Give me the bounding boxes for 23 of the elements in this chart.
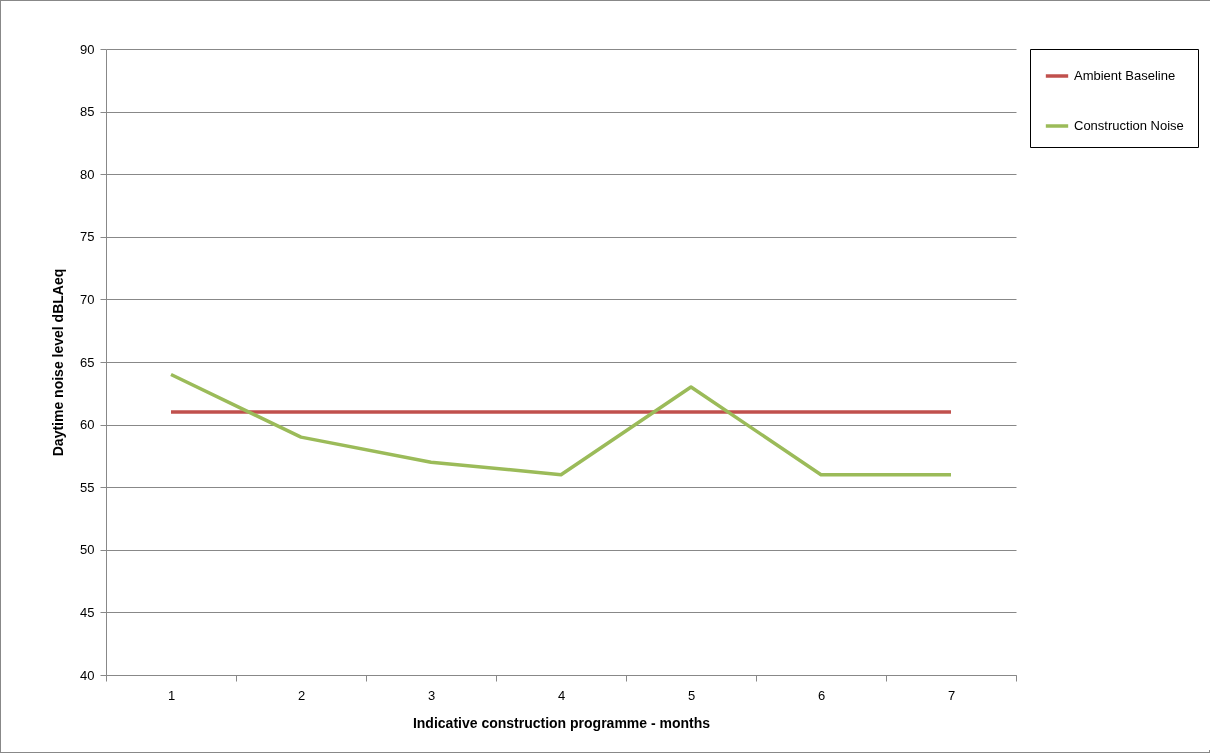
x-tick-label: 5 <box>687 687 696 703</box>
y-tick-label: 65 <box>80 354 95 370</box>
y-tick-label: 70 <box>80 291 95 307</box>
x-tick-label: 1 <box>167 687 176 703</box>
y-tick-label: 50 <box>80 542 95 558</box>
legend-label: Ambient Baseline <box>1074 68 1176 83</box>
y-axis-title: Daytime noise level dBLAeq <box>50 268 67 457</box>
x-tick-label: 6 <box>817 687 826 703</box>
x-tick-label: 3 <box>427 687 436 703</box>
x-tick-label: 7 <box>947 687 956 703</box>
x-axis-title: Indicative construction programme - months <box>412 714 711 731</box>
x-tick-label: 2 <box>297 687 306 703</box>
y-tick-label: 80 <box>80 166 95 182</box>
y-tick-label: 55 <box>80 479 95 495</box>
y-tick-label: 45 <box>80 604 95 620</box>
y-tick-label: 90 <box>80 41 95 57</box>
y-tick-label: 85 <box>80 104 95 120</box>
legend-label: Construction Noise <box>1074 118 1184 133</box>
y-tick-label: 60 <box>80 417 95 433</box>
line-series <box>169 372 953 477</box>
y-tick-label: 75 <box>80 229 95 245</box>
y-tick-label: 40 <box>80 667 95 683</box>
x-tick-label: 4 <box>557 687 566 703</box>
